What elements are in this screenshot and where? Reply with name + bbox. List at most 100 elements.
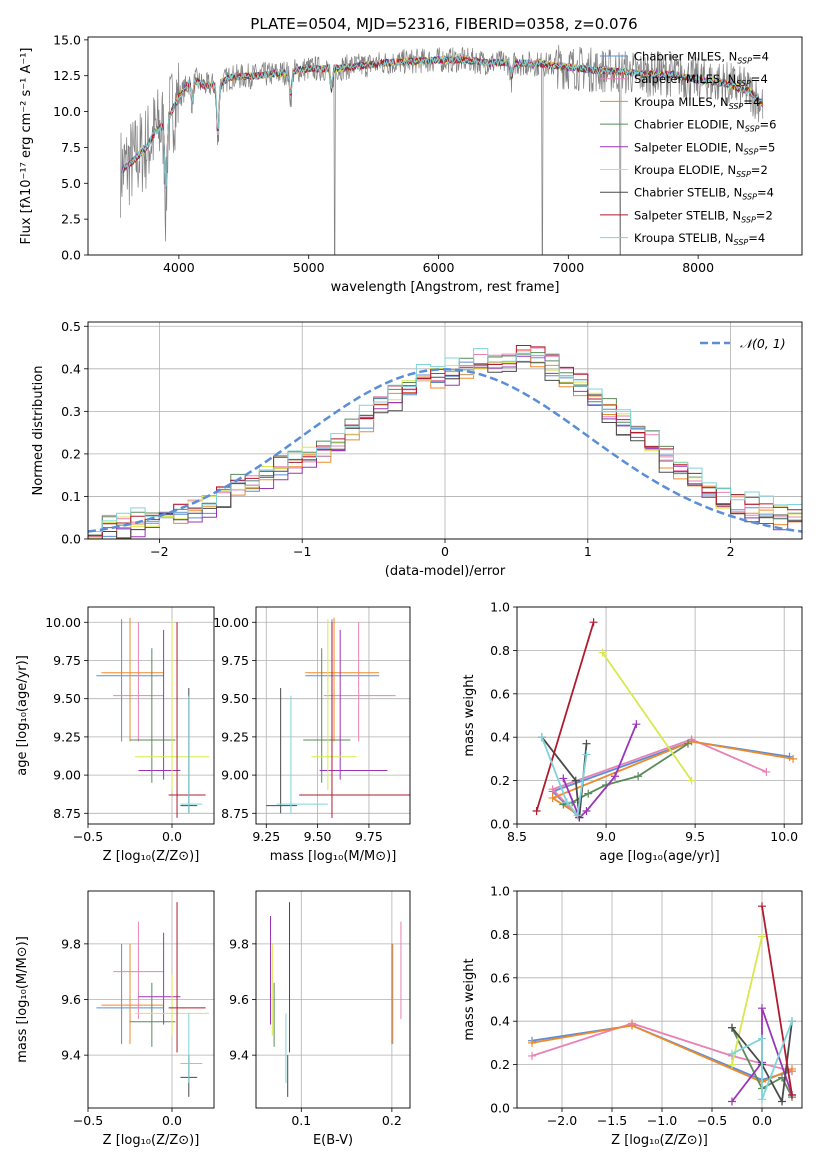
y-tick-label: 0.6 <box>490 686 510 701</box>
spectrum-data-line <box>120 44 764 255</box>
legend-entry: Salpeter ELODIE, NSSP=5 <box>634 140 775 156</box>
x-tick-label: 7000 <box>552 260 584 275</box>
y-tick-label: 15.0 <box>53 32 81 47</box>
error-bar-point <box>311 619 357 791</box>
model-line-8 <box>121 55 763 189</box>
error-bar-point <box>180 1013 203 1083</box>
x-tick-label: 0.1 <box>291 1113 311 1128</box>
y-axis-label: mass weight <box>462 674 477 756</box>
mass_vs_ebv-frame <box>255 890 411 1109</box>
weight-marker <box>598 648 607 657</box>
legend-entry: Kroupa ELODIE, NSSP=2 <box>634 163 768 179</box>
x-axis-label: mass [log₁₀(M/M⊙)] <box>270 849 397 864</box>
mass_vs_Z-frame <box>87 890 215 1109</box>
weight-line-7 <box>535 621 595 812</box>
weight-marker <box>758 1095 766 1104</box>
legend-nssp-prefix: , N <box>713 95 729 109</box>
weight-marker <box>728 1023 736 1032</box>
y-tick-label: 9.4 <box>61 1048 81 1063</box>
error-bar-point <box>138 932 181 1025</box>
y-tick-label: 8.75 <box>221 806 249 821</box>
weight-marker <box>728 1097 736 1106</box>
weight-marker <box>582 806 591 815</box>
x-tick-label: 9.5 <box>685 829 705 844</box>
residuals-marks <box>88 345 802 539</box>
error-bar-point <box>180 695 203 814</box>
legend-name: Kroupa MILES <box>634 95 713 109</box>
panels: 4000 5000 6000 7000 80000.02.55.07.510.012.5… <box>15 32 803 1148</box>
error-bar-point <box>276 695 328 814</box>
y-tick-label: 9.6 <box>61 992 81 1007</box>
error-bar-point <box>168 622 206 818</box>
weight-marker <box>571 776 580 785</box>
weight-marker <box>562 798 571 807</box>
x-tick-label: −0.5 <box>697 1113 727 1128</box>
legend-nssp: 2 <box>765 208 772 222</box>
x-tick-label: −2.0 <box>547 1113 577 1128</box>
x-axis-label: (data-model)/error <box>385 564 506 579</box>
y-tick-label: 0.5 <box>61 319 81 334</box>
weight-marker <box>582 750 591 759</box>
mass_vs_Z-axes: −0.5 0.0 9.4 9.6 9.8 Z [log₁₀(Z/Z⊙)] mass [log… <box>15 891 214 1148</box>
weight_vs_Z-frame <box>516 890 803 1109</box>
x-tick-label: 9.0 <box>596 829 616 844</box>
x-tick-label: 9.75 <box>355 829 383 844</box>
weight-marker <box>532 806 541 815</box>
y-tick-label: 9.6 <box>229 992 249 1007</box>
weight-marker <box>537 733 546 742</box>
x-tick-label: 0.0 <box>162 829 182 844</box>
legend-eq: = <box>752 50 762 64</box>
legend-entry: Salpeter STELIB, NSSP=2 <box>634 208 773 224</box>
legend-subscript: SSP <box>737 57 752 66</box>
y-tick-label: 10.00 <box>213 615 249 630</box>
legend-nssp: 4 <box>760 72 767 86</box>
weight_vs_age-frame <box>516 606 803 825</box>
legend-eq: = <box>748 231 758 245</box>
weight-marker <box>573 811 582 820</box>
error-bar-point <box>138 629 181 780</box>
weight-marker <box>589 618 598 627</box>
weight-marker <box>788 1090 796 1099</box>
x-tick-label: 0.0 <box>162 1113 182 1128</box>
weight-marker <box>687 776 696 785</box>
y-tick-label: 9.75 <box>221 653 249 668</box>
error-bar-point <box>168 902 206 1053</box>
y-tick-label: 0.8 <box>490 643 510 658</box>
legend-name: Chabrier ELODIE <box>634 118 729 132</box>
age_vs_mass-frame <box>255 606 411 825</box>
x-tick-label: 0 <box>441 544 449 559</box>
histogram-step-4 <box>88 355 802 539</box>
error-bar-point <box>113 622 164 742</box>
legend-subscript: SSP <box>741 215 756 224</box>
weight-marker <box>628 1021 636 1030</box>
y-tick-label: 8.75 <box>53 806 81 821</box>
histogram-step-6 <box>88 361 802 539</box>
y-tick-label: 9.4 <box>229 1048 249 1063</box>
error-bar-point <box>135 619 209 791</box>
legend-name: Kroupa ELODIE <box>634 163 720 177</box>
weight-marker <box>758 902 766 911</box>
x-tick-label: 5000 <box>293 260 325 275</box>
weight-line-4 <box>562 723 638 820</box>
y-tick-label: 9.25 <box>53 729 81 744</box>
weight-marker <box>687 737 696 746</box>
weight-marker <box>758 932 766 941</box>
x-axis-label: Z [log₁₀(Z/Z⊙)] <box>103 1133 200 1148</box>
weight-marker <box>728 1060 736 1069</box>
legend-nssp-prefix: , N <box>729 118 745 132</box>
y-tick-label: 0.2 <box>490 773 510 788</box>
x-tick-label: 4000 <box>163 260 195 275</box>
error-bar-point <box>299 622 410 818</box>
normal-curve <box>88 368 802 533</box>
weight-marker <box>548 785 557 794</box>
error-bar-point <box>319 629 388 780</box>
weight-marker <box>584 789 593 798</box>
y-tick-label: 0.1 <box>61 489 81 504</box>
legend-entry: Kroupa STELIB, NSSP=4 <box>634 231 765 247</box>
y-tick-label: 0.4 <box>490 730 510 745</box>
weight-marker <box>528 1051 536 1060</box>
residuals-frame <box>87 321 803 540</box>
y-tick-label: 0.3 <box>61 404 81 419</box>
weight_vs_age-marks <box>532 618 798 822</box>
